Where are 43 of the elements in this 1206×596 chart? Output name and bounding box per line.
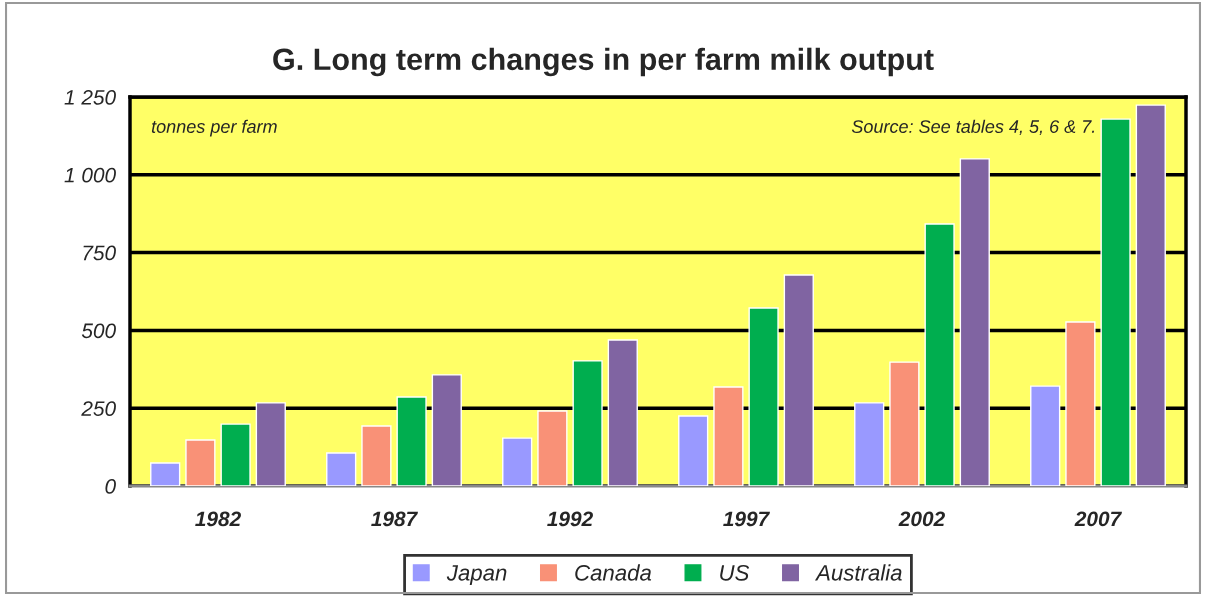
y-tick-label: 250 (81, 401, 116, 416)
x-tick-label: 2002 (898, 511, 945, 527)
bar (185, 439, 216, 486)
annotation: tonnes per farm (151, 119, 277, 137)
bar (150, 462, 181, 486)
bar (572, 360, 603, 486)
y-tick-label: 500 (81, 323, 116, 339)
chart-title: G. Long term changes in per farm milk output (273, 47, 934, 77)
y-tick-label: 1 250 (64, 90, 116, 105)
annotation: Source: See tables 4, 5, 6 & 7. (851, 119, 1095, 136)
bar (431, 374, 462, 486)
bar (1135, 104, 1166, 486)
legend-label: US (720, 564, 750, 581)
bar (959, 158, 990, 486)
bar (889, 361, 920, 486)
bar (326, 452, 357, 486)
y-tick-label: 0 (105, 479, 116, 494)
x-tick-label: 1992 (547, 511, 593, 527)
bar (361, 425, 392, 486)
legend-label: Australia (814, 564, 902, 581)
x-tick-label: 1987 (371, 511, 418, 527)
bar (713, 386, 744, 486)
bar (396, 396, 427, 486)
bar (607, 339, 638, 486)
bar (678, 415, 709, 486)
bar (748, 307, 779, 486)
legend-label: Japan (446, 565, 507, 586)
x-tick-label: 1982 (195, 511, 241, 527)
bar (255, 402, 286, 486)
bar (1065, 321, 1096, 486)
bar (502, 437, 533, 486)
x-tick-label: 1997 (723, 511, 770, 527)
bar (537, 410, 568, 486)
bar (220, 423, 251, 486)
bar (783, 274, 814, 486)
legend-label: Canada (575, 564, 652, 581)
bar (1030, 385, 1061, 486)
bar (924, 223, 955, 486)
bar (854, 402, 885, 486)
x-tick-label: 2007 (1074, 511, 1122, 527)
y-tick-label: 1 000 (64, 167, 116, 183)
y-tick-label: 750 (83, 245, 116, 261)
bar (1100, 118, 1131, 486)
